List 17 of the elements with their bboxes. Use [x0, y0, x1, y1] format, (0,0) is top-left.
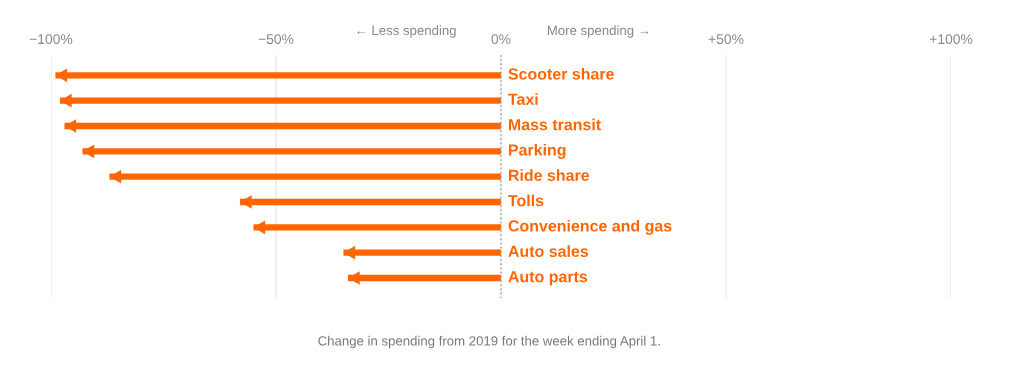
y-tick-label: Mass transit	[508, 118, 601, 131]
x-tick-label: −100%	[29, 34, 73, 45]
y-tick-label: Scooter share	[508, 67, 614, 80]
y-tick-label: Tolls	[508, 194, 544, 207]
x-tick-label: −50%	[258, 34, 294, 45]
y-tick-label: Convenience and gas	[508, 219, 672, 235]
y-tick-label: Taxi	[508, 93, 538, 105]
x-tick-label: +50%	[708, 34, 744, 45]
y-tick-label: Ride share	[508, 169, 590, 181]
x-tick-label: +100%	[929, 34, 973, 45]
x-tick-label: 0%	[491, 34, 511, 45]
text: ← Less spending	[357, 25, 456, 38]
text: More spending →	[547, 25, 649, 38]
y-tick-label: Auto parts	[508, 271, 588, 286]
y-tick-label: Parking	[508, 143, 566, 159]
text: Change in spending from 2019 for the week ending April 1.	[318, 335, 660, 349]
y-tick-label: Auto sales	[508, 245, 589, 257]
